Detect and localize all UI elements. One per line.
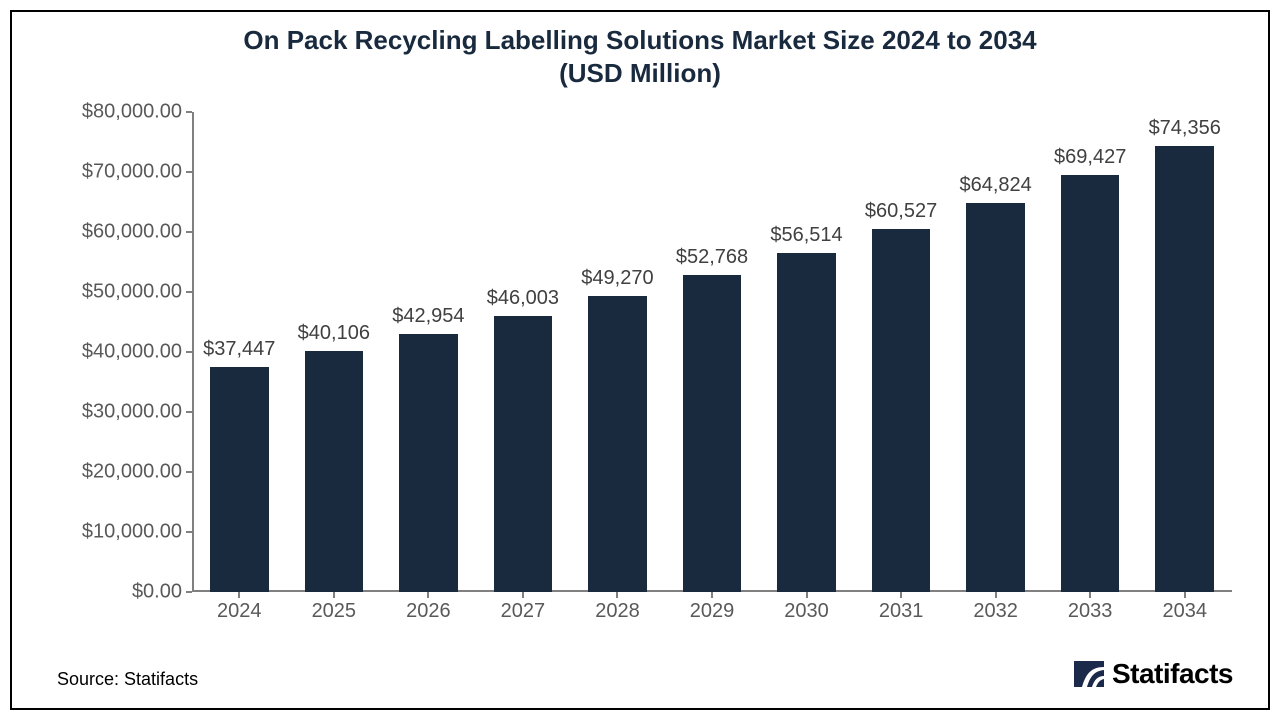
x-category-label: 2024 <box>189 600 289 623</box>
bar-value-label: $60,527 <box>841 200 961 223</box>
y-tick-mark <box>186 111 192 113</box>
x-category-label: 2030 <box>757 600 857 623</box>
bar <box>305 351 364 592</box>
x-category-label: 2033 <box>1040 600 1140 623</box>
y-tick-mark <box>186 591 192 593</box>
bar <box>872 229 931 592</box>
bar-value-label: $64,824 <box>936 174 1056 197</box>
x-tick-mark <box>1184 592 1186 598</box>
x-tick-mark <box>995 592 997 598</box>
y-tick-label: $20,000.00 <box>62 461 182 484</box>
x-tick-mark <box>238 592 240 598</box>
y-tick-mark <box>186 531 192 533</box>
y-tick-label: $80,000.00 <box>62 101 182 124</box>
x-tick-mark <box>711 592 713 598</box>
y-tick-label: $60,000.00 <box>62 221 182 244</box>
x-category-label: 2032 <box>946 600 1046 623</box>
x-category-label: 2031 <box>851 600 951 623</box>
bar-value-label: $46,003 <box>463 287 583 310</box>
y-tick-label: $0.00 <box>62 581 182 604</box>
chart-title: On Pack Recycling Labelling Solutions Ma… <box>12 24 1268 89</box>
x-tick-mark <box>522 592 524 598</box>
y-tick-mark <box>186 291 192 293</box>
bar-value-label: $69,427 <box>1030 146 1150 169</box>
brand-badge: Statifacts <box>1072 658 1233 690</box>
x-category-label: 2028 <box>567 600 667 623</box>
bar <box>1061 175 1120 592</box>
bar <box>494 316 553 592</box>
x-tick-mark <box>616 592 618 598</box>
bar <box>1155 146 1214 592</box>
bar <box>966 203 1025 592</box>
x-tick-mark <box>806 592 808 598</box>
bar <box>777 253 836 592</box>
x-tick-mark <box>427 592 429 598</box>
x-tick-mark <box>333 592 335 598</box>
y-tick-label: $50,000.00 <box>62 281 182 304</box>
x-category-label: 2029 <box>662 600 762 623</box>
x-category-label: 2027 <box>473 600 573 623</box>
x-tick-mark <box>900 592 902 598</box>
bar <box>210 367 269 592</box>
y-tick-label: $70,000.00 <box>62 161 182 184</box>
bar-value-label: $56,514 <box>747 224 867 247</box>
chart-frame: On Pack Recycling Labelling Solutions Ma… <box>10 10 1270 710</box>
y-tick-label: $30,000.00 <box>62 401 182 424</box>
y-tick-label: $40,000.00 <box>62 341 182 364</box>
bar <box>588 296 647 592</box>
x-category-label: 2034 <box>1135 600 1235 623</box>
x-category-label: 2026 <box>378 600 478 623</box>
y-tick-mark <box>186 471 192 473</box>
brand-logo-icon <box>1072 659 1106 689</box>
bar-value-label: $74,356 <box>1125 117 1245 140</box>
y-tick-mark <box>186 411 192 413</box>
source-attribution: Source: Statifacts <box>57 669 198 690</box>
x-tick-mark <box>1089 592 1091 598</box>
bar <box>399 334 458 592</box>
bar-value-label: $52,768 <box>652 246 772 269</box>
bar-value-label: $49,270 <box>557 267 677 290</box>
title-line-1: On Pack Recycling Labelling Solutions Ma… <box>243 25 1036 55</box>
plot-area: $0.00$10,000.00$20,000.00$30,000.00$40,0… <box>192 112 1232 592</box>
y-tick-mark <box>186 231 192 233</box>
x-category-label: 2025 <box>284 600 384 623</box>
y-tick-label: $10,000.00 <box>62 521 182 544</box>
brand-name: Statifacts <box>1112 658 1233 690</box>
title-line-2: (USD Million) <box>559 58 721 88</box>
y-tick-mark <box>186 171 192 173</box>
bar <box>683 275 742 592</box>
